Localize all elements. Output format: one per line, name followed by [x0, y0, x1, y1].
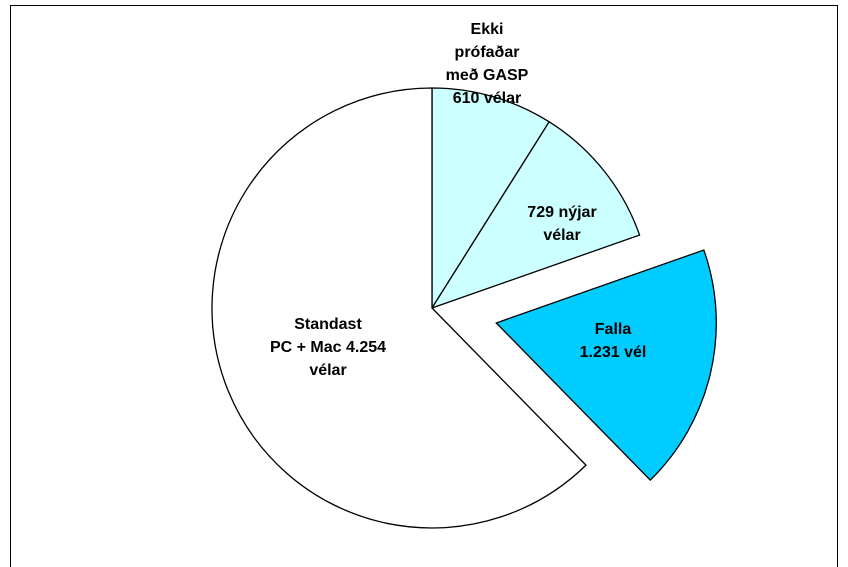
slice-label: Standast [294, 316, 362, 333]
slice-label: með GASP [446, 67, 529, 84]
slice-label: prófaðar [455, 44, 520, 61]
slice-label: Falla [595, 321, 632, 338]
pie-slice [211, 87, 587, 529]
pie-slice [430, 120, 641, 310]
slice-label: PC + Mac 4.254 [270, 339, 386, 356]
pie-slice [431, 87, 551, 311]
slice-label: vélar [543, 227, 580, 244]
slice-label: Ekki [471, 21, 504, 38]
slice-label: 729 nýjar [527, 204, 596, 221]
pie-slice [495, 249, 717, 482]
slice-label: vélar [309, 362, 346, 379]
slice-label: 1.231 vél [580, 344, 647, 361]
slice-label: 610 vélar [453, 90, 522, 107]
